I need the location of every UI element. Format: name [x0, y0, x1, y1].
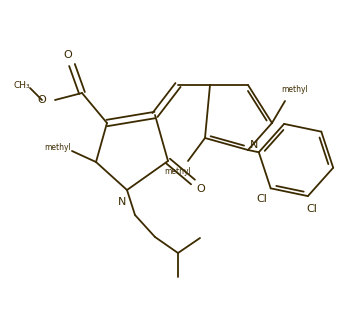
Text: N: N	[250, 140, 258, 150]
Text: CH₃: CH₃	[14, 81, 30, 90]
Text: O: O	[197, 184, 205, 194]
Text: Cl: Cl	[256, 194, 267, 204]
Text: Cl: Cl	[307, 204, 318, 214]
Text: N: N	[118, 197, 126, 207]
Text: O: O	[64, 50, 72, 60]
Text: methyl: methyl	[282, 86, 309, 95]
Text: methyl: methyl	[165, 166, 191, 175]
Text: methyl: methyl	[45, 143, 72, 152]
Text: O: O	[37, 95, 46, 105]
